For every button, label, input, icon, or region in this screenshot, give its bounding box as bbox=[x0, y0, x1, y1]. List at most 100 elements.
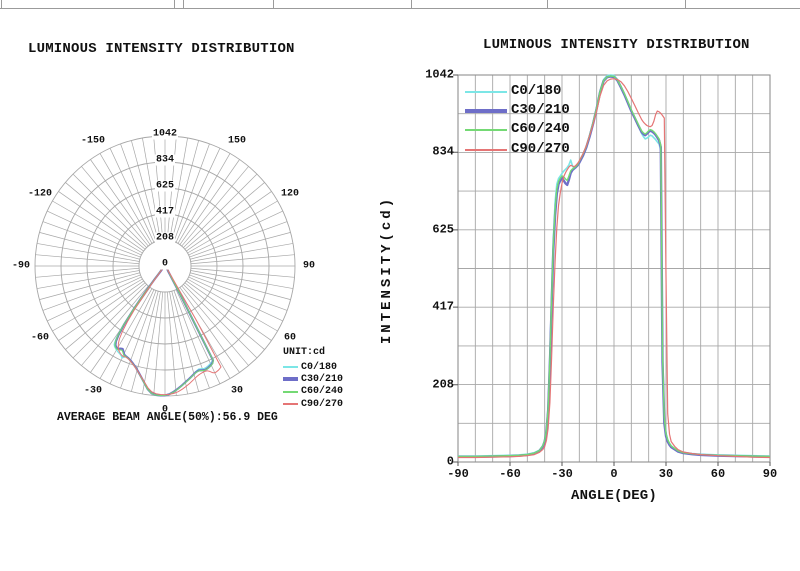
polar-spoke bbox=[42, 221, 141, 258]
polar-unit-label: UNIT:cd bbox=[283, 347, 326, 358]
polar-spoke bbox=[42, 274, 141, 311]
polar-spoke bbox=[65, 282, 146, 350]
polar-spoke bbox=[169, 137, 188, 241]
legend-label: C30/210 bbox=[511, 102, 570, 119]
legend-label: C90/270 bbox=[511, 140, 570, 157]
polar-spoke bbox=[81, 285, 149, 366]
curve-C90-270 bbox=[458, 78, 771, 459]
polar-spoke bbox=[120, 290, 157, 389]
table-grid-line bbox=[547, 0, 548, 8]
y-axis-title: INTENSITY(cd) bbox=[379, 195, 395, 345]
polar-spoke bbox=[47, 210, 142, 256]
polar-spoke bbox=[190, 267, 295, 278]
table-border-line bbox=[0, 8, 800, 9]
legend-line-C60-240 bbox=[465, 129, 507, 132]
polar-angle-label: 0 bbox=[161, 404, 169, 416]
polar-spoke bbox=[72, 173, 147, 248]
polar-ring-label: 208 bbox=[154, 232, 176, 244]
polar-spoke bbox=[35, 267, 140, 278]
legend-line-C90-270 bbox=[283, 403, 298, 406]
polar-spoke bbox=[171, 140, 199, 241]
table-grid-line bbox=[183, 0, 184, 8]
legend-label: C0/180 bbox=[511, 83, 562, 99]
polar-spoke bbox=[109, 148, 155, 243]
x-tick-label: 30 bbox=[658, 467, 674, 481]
polar-spoke bbox=[184, 282, 265, 350]
average-beam-angle-text: AVERAGE BEAM ANGLE(50%):56.9 DEG bbox=[57, 411, 278, 424]
y-tick-label: 834 bbox=[432, 144, 454, 159]
polar-spoke bbox=[173, 143, 210, 242]
polar-spoke bbox=[186, 191, 272, 252]
polar-angle-label: -60 bbox=[30, 332, 50, 344]
polar-spoke bbox=[52, 278, 143, 332]
polar-ring-label: 0 bbox=[160, 258, 170, 270]
legend-label: C30/210 bbox=[301, 373, 344, 385]
x-tick-label: -90 bbox=[447, 467, 469, 481]
polar-spoke bbox=[169, 291, 188, 395]
curve-C60-240 bbox=[458, 75, 771, 458]
polar-angle-label: -30 bbox=[83, 385, 103, 397]
polar-spoke bbox=[166, 291, 177, 396]
polar-spoke bbox=[72, 284, 147, 359]
legend-label: C90/270 bbox=[301, 398, 344, 410]
polar-spoke bbox=[142, 137, 161, 241]
polar-spoke bbox=[131, 140, 159, 241]
polar-spoke bbox=[120, 143, 157, 242]
polar-curve-C90-270 bbox=[117, 265, 222, 396]
polar-spoke bbox=[190, 254, 295, 265]
polar-spoke bbox=[39, 272, 140, 300]
polar-spoke bbox=[175, 289, 221, 384]
y-tick-label: 625 bbox=[432, 222, 454, 237]
polar-spoke bbox=[183, 173, 258, 248]
legend-label: C0/180 bbox=[301, 361, 338, 373]
legend-label: C60/240 bbox=[301, 386, 344, 398]
polar-spoke bbox=[189, 274, 288, 311]
table-grid-line bbox=[273, 0, 274, 8]
x-tick-label: -60 bbox=[499, 467, 521, 481]
polar-spoke bbox=[65, 182, 146, 250]
polar-spoke bbox=[81, 166, 149, 247]
polar-spoke bbox=[179, 287, 240, 373]
polar-spoke bbox=[36, 270, 140, 289]
legend-line-C30-210 bbox=[283, 377, 298, 382]
legend-label: C60/240 bbox=[511, 121, 570, 138]
polar-spoke bbox=[99, 153, 153, 244]
x-tick-label: -30 bbox=[551, 467, 573, 481]
y-tick-label: 0 bbox=[446, 454, 454, 469]
polar-spoke bbox=[58, 191, 144, 252]
polar-spoke bbox=[131, 291, 159, 392]
x-axis-title: ANGLE(DEG) bbox=[570, 488, 658, 504]
polar-angle-label: -90 bbox=[11, 260, 31, 272]
polar-spoke bbox=[177, 153, 231, 244]
polar-ring-label: 1042 bbox=[151, 128, 179, 140]
polar-angle-label: 150 bbox=[227, 135, 247, 147]
polar-spoke bbox=[190, 243, 294, 262]
polar-spoke bbox=[109, 289, 155, 384]
table-grid-line bbox=[411, 0, 412, 8]
polar-spoke bbox=[175, 148, 221, 243]
polar-angle-label: 90 bbox=[302, 260, 316, 272]
polar-spoke bbox=[179, 159, 240, 245]
x-tick-label: 90 bbox=[762, 467, 778, 481]
polar-angle-label: -150 bbox=[80, 135, 106, 147]
legend-line-C30-210 bbox=[465, 109, 507, 114]
polar-ring-label: 417 bbox=[154, 206, 176, 218]
polar-spoke bbox=[39, 232, 140, 260]
polar-spoke bbox=[186, 280, 272, 341]
polar-spoke bbox=[188, 210, 283, 256]
polar-spoke bbox=[58, 280, 144, 341]
polar-spoke bbox=[190, 232, 291, 260]
table-grid-line bbox=[174, 0, 175, 8]
polar-angle-label: 30 bbox=[230, 385, 244, 397]
x-tick-label: 0 bbox=[610, 467, 618, 481]
y-tick-label: 208 bbox=[432, 377, 454, 392]
polar-spoke bbox=[181, 285, 249, 366]
polar-spoke bbox=[183, 284, 258, 359]
polar-spoke bbox=[99, 288, 153, 379]
table-grid-line bbox=[1, 0, 2, 8]
polar-spoke bbox=[90, 159, 151, 245]
polar-spoke bbox=[184, 182, 265, 250]
legend-line-C0-180 bbox=[283, 366, 298, 368]
y-tick-label: 1042 bbox=[425, 67, 454, 82]
